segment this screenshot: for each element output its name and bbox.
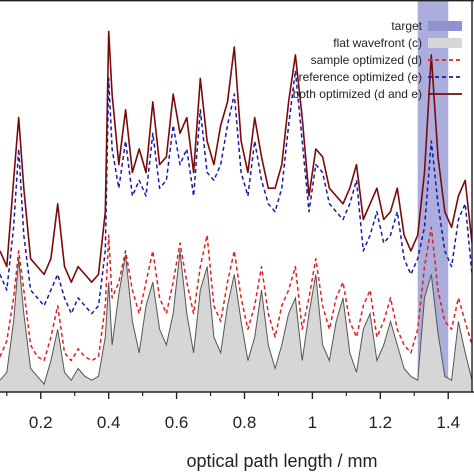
series-line-both-optimized-d-and-e: [0, 30, 473, 283]
series-line-reference-optimized-e: [0, 69, 473, 315]
x-ticks: 0.2 0.4 0.6 0.8 1 1.2 1.4: [6, 392, 460, 432]
x-tick-label: 0.6: [165, 413, 189, 432]
legend-label: flat wavefront (c): [333, 36, 422, 50]
legend-label: target: [391, 19, 422, 33]
x-tick-label: 0.8: [233, 413, 257, 432]
x-axis: [0, 0, 474, 393]
legend-label: both optimized (d and e): [293, 87, 422, 101]
series-lines-layer: [0, 30, 473, 362]
x-tick-label: 0.2: [29, 413, 53, 432]
flat-wavefront-fill-layer: [0, 250, 473, 392]
x-tick-label: 1.2: [368, 413, 392, 432]
x-axis-title: optical path length / mm: [186, 451, 377, 471]
legend-label: sample optimized (d): [311, 53, 422, 67]
legend: target flat wavefront (c) sample optimized…: [293, 19, 462, 101]
x-tick-label: 0.4: [97, 413, 121, 432]
legend-swatch-flat-wavefront: [428, 38, 462, 48]
series-line-flat-wavefront-c: [0, 250, 473, 386]
legend-label: reference optimized (e): [299, 70, 422, 84]
x-tick-label: 1: [308, 413, 317, 432]
series-line-sample-optimized-d: [0, 226, 473, 362]
series-area-flat-wavefront-c: [0, 250, 472, 392]
legend-swatch-target: [428, 21, 462, 31]
x-tick-label: 1.4: [436, 413, 460, 432]
